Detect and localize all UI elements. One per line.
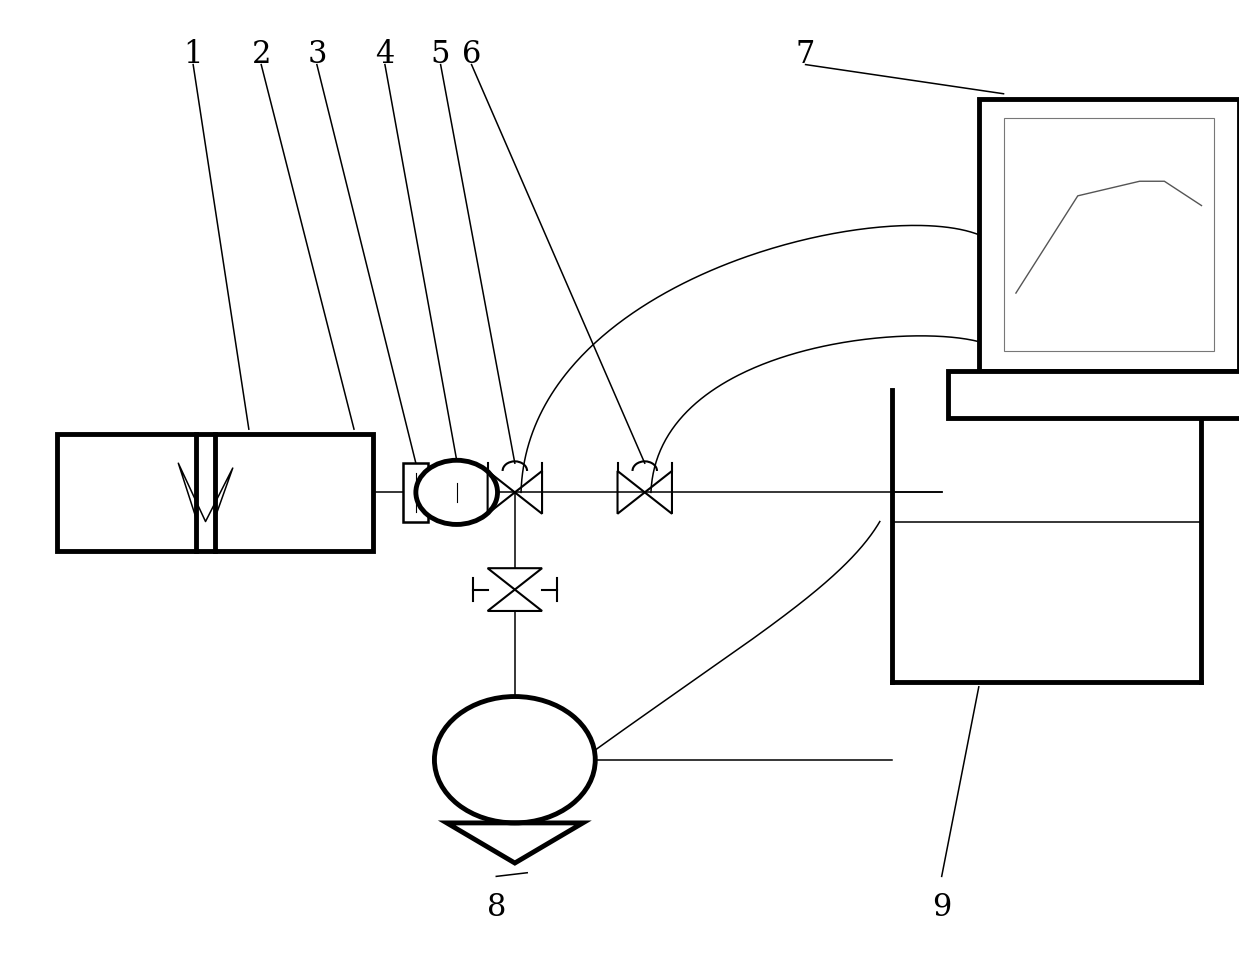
- Circle shape: [415, 460, 497, 525]
- Bar: [978, 98, 1239, 371]
- Text: 9: 9: [932, 892, 951, 923]
- Text: 7: 7: [796, 39, 815, 70]
- Text: 2: 2: [252, 39, 272, 70]
- Text: 3: 3: [308, 39, 326, 70]
- Circle shape: [434, 696, 595, 823]
- Text: 4: 4: [376, 39, 394, 70]
- Bar: [1003, 118, 1214, 351]
- Text: 8: 8: [486, 892, 506, 923]
- Text: 5: 5: [430, 39, 450, 70]
- Bar: [57, 434, 372, 551]
- Bar: [947, 370, 1240, 417]
- Text: 6: 6: [461, 39, 481, 70]
- Text: 1: 1: [184, 39, 203, 70]
- Bar: [403, 463, 428, 522]
